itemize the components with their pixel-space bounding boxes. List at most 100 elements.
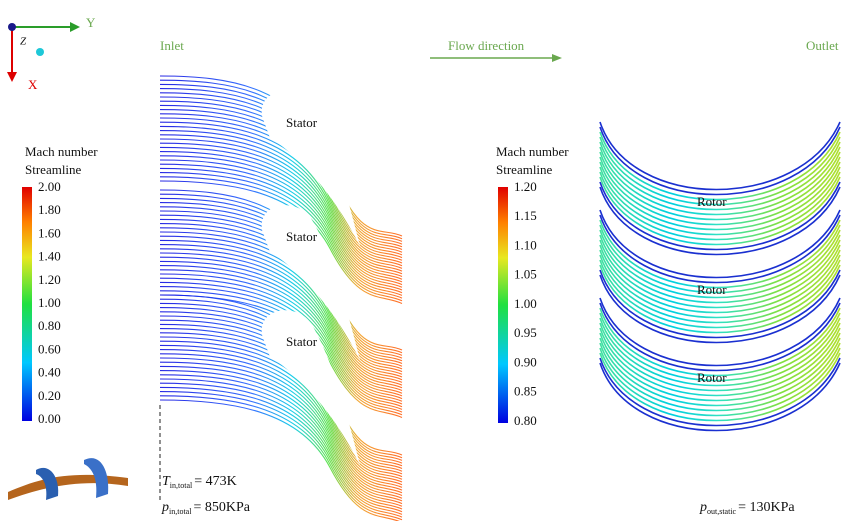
streamline (599, 214, 841, 284)
streamline (159, 146, 403, 283)
streamline (599, 249, 841, 319)
streamline (159, 265, 403, 400)
streamline (159, 399, 400, 521)
streamline (599, 297, 841, 367)
inlet-label: Inlet (160, 38, 184, 53)
streamline (159, 382, 403, 513)
streamline (159, 386, 403, 515)
streamline (599, 347, 841, 417)
colorbar-label: 0.90 (514, 354, 537, 369)
streamline (599, 307, 841, 377)
streamline (599, 186, 841, 256)
colorbar-label: 1.20 (38, 272, 61, 287)
streamline (599, 146, 841, 216)
streamline (599, 317, 841, 387)
symbol: T (162, 474, 171, 489)
streamline (599, 156, 841, 226)
colorbar-label: 1.00 (38, 295, 61, 310)
streamline (159, 142, 403, 280)
colorbar-label: 1.60 (38, 225, 61, 240)
colorbar-label: 0.85 (514, 384, 537, 399)
streamline (599, 269, 841, 339)
streamline (159, 344, 403, 488)
streamline (159, 163, 403, 294)
colorbar-label: 1.10 (514, 237, 537, 252)
streamline (159, 121, 403, 267)
streamline (599, 352, 841, 422)
colorbar-label: 1.15 (514, 208, 537, 223)
streamline (159, 361, 403, 499)
colorbar-label: 1.05 (514, 267, 537, 282)
streamline (159, 273, 403, 405)
subscript: out,static (707, 507, 737, 516)
streamline (599, 274, 841, 344)
streamline (159, 138, 403, 278)
streamline (159, 172, 403, 299)
streamline (159, 180, 403, 305)
stator-label: Stator (286, 115, 318, 130)
streamline (599, 342, 841, 412)
stator-blade (261, 310, 360, 465)
z-dot (36, 48, 44, 56)
streamline (599, 322, 841, 392)
stator-colorbar (22, 187, 32, 421)
flow-arrowhead (552, 54, 562, 62)
streamline (159, 130, 403, 272)
value: = 850KPa (193, 500, 250, 515)
streamline (159, 125, 403, 269)
streamline (159, 349, 403, 491)
inlet-temperature: Tin,total = 473K (162, 474, 237, 490)
streamline (599, 229, 841, 299)
streamline (599, 264, 841, 334)
streamline (159, 256, 403, 394)
streamline (599, 312, 841, 382)
streamline (599, 151, 841, 221)
streamline (159, 260, 403, 397)
z-label: Z (20, 36, 27, 48)
colorbar-label: 1.80 (38, 202, 61, 217)
streamline (599, 357, 841, 427)
streamline (159, 286, 403, 413)
streamline (599, 126, 841, 196)
stator-label: Stator (286, 229, 318, 244)
streamline (159, 248, 403, 389)
streamline (159, 155, 403, 288)
rotor-label: Rotor (697, 370, 727, 385)
colorbar-label: 0.80 (514, 413, 537, 428)
streamline (599, 176, 841, 246)
value: = 130KPa (738, 500, 795, 515)
streamline (599, 234, 841, 304)
streamline (599, 136, 841, 206)
streamline (159, 252, 403, 392)
colorbar-label: 0.00 (38, 411, 61, 426)
stator-label: Stator (286, 334, 318, 349)
streamline (599, 259, 841, 329)
streamline (159, 281, 403, 410)
streamline (599, 121, 841, 191)
rotor-label: Rotor (697, 194, 727, 209)
origin (8, 23, 16, 31)
streamline (159, 378, 403, 510)
flow-direction-label: Flow direction (448, 38, 525, 53)
legend-title: Mach number (25, 144, 98, 159)
streamline (599, 131, 841, 201)
streamline (159, 269, 403, 402)
streamline (159, 395, 403, 521)
streamline (599, 224, 841, 294)
symbol: p (699, 500, 707, 515)
streamline (599, 161, 841, 231)
x-label: X (28, 77, 38, 92)
symbol: p (161, 500, 169, 515)
streamline (159, 235, 403, 381)
colorbar-label: 0.40 (38, 365, 61, 380)
streamline (159, 374, 403, 507)
subscript: in,total (170, 481, 193, 490)
colorbar-label: 1.40 (38, 249, 61, 264)
colorbar-label: 1.00 (514, 296, 537, 311)
streamline (159, 159, 403, 291)
y-arrowhead (70, 22, 80, 32)
colorbar-label: 1.20 (514, 179, 537, 194)
x-arrowhead (7, 72, 17, 82)
outlet-pressure: pout,static = 130KPa (699, 500, 795, 516)
